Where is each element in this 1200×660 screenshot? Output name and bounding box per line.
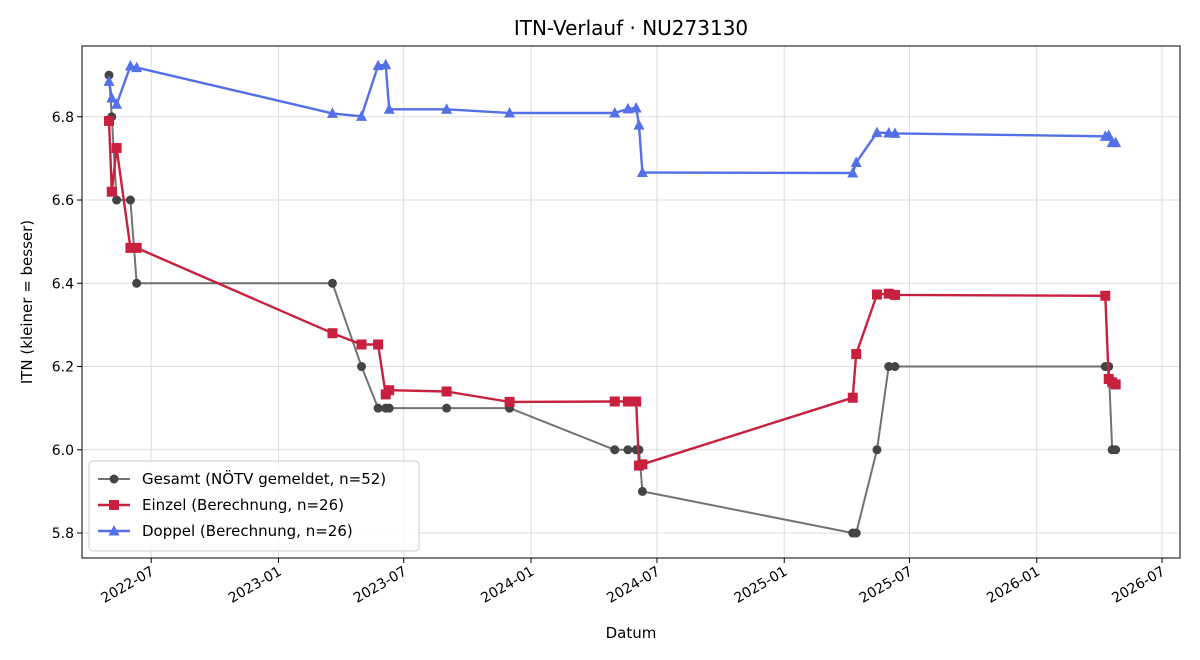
series-gesamt [104,70,1121,538]
series-group [103,58,1122,538]
data-point-einzel [111,142,122,153]
data-point-doppel [131,61,143,73]
data-point-gesamt [623,445,633,455]
y-tick-label: 6.6 [52,193,74,209]
data-point-doppel [1110,136,1122,148]
data-point-doppel [1103,129,1115,140]
data-point-einzel [889,289,900,300]
data-point-gesamt [373,403,383,413]
data-point-einzel [631,396,642,407]
gridlines [82,46,1180,558]
legend-box [88,460,420,552]
x-axis-label: Datum [606,624,657,642]
data-point-doppel [630,102,642,113]
data-point-doppel [871,126,883,138]
data-point-einzel [504,396,515,407]
data-point-gesamt [125,195,135,205]
data-point-einzel [609,396,620,407]
data-point-einzel [373,339,384,350]
data-point-doppel [356,110,368,121]
data-point-einzel [356,339,367,350]
data-point-einzel [131,242,142,253]
data-point-einzel [384,385,395,396]
data-point-einzel [1100,290,1111,301]
data-point-einzel [883,288,894,299]
y-tick-label: 5.8 [52,526,74,542]
series-einzel [103,115,1121,471]
legend-marker-einzel [109,500,119,510]
data-point-doppel [504,107,516,118]
data-point-doppel [889,127,901,138]
data-point-doppel [111,98,123,109]
data-point-gesamt [327,278,337,288]
data-point-einzel [847,392,858,403]
data-point-doppel [633,119,645,130]
data-point-doppel [636,166,648,178]
y-axis-label: ITN (kleiner = besser) [18,220,36,384]
data-point-gesamt [112,195,122,205]
data-point-doppel [622,102,634,114]
data-point-doppel [106,92,118,103]
data-point-gesamt [132,278,142,288]
data-point-einzel [851,349,862,360]
data-point-doppel [372,59,384,71]
legend-marker-doppel [108,525,120,536]
plot-frame [81,45,1181,559]
data-point-gesamt [384,403,394,413]
data-point-gesamt [851,528,861,538]
y-tick-label: 6.8 [52,110,74,126]
data-point-gesamt [357,362,367,372]
data-point-einzel [106,186,117,197]
data-point-einzel [441,386,452,397]
data-point-einzel [1110,379,1121,390]
data-point-doppel [383,103,395,114]
data-point-gesamt [104,70,114,80]
data-point-gesamt [884,362,894,372]
series-doppel [103,58,1122,178]
data-point-doppel [326,107,338,118]
legend-label-doppel: Doppel (Berechnung, n=26) [142,522,353,540]
data-point-doppel [380,58,392,70]
data-point-gesamt [872,445,882,455]
data-point-doppel [103,75,115,86]
y-tick-label: 6.2 [52,360,74,376]
data-point-einzel [622,396,633,407]
legend-label-einzel: Einzel (Berechnung, n=26) [142,496,344,514]
data-point-gesamt [442,403,452,413]
data-point-einzel [871,289,882,300]
data-point-doppel [124,59,136,71]
data-point-gesamt [890,362,900,372]
data-point-einzel [637,459,648,470]
data-point-gesamt [610,445,620,455]
data-point-gesamt [637,486,647,496]
data-point-doppel [441,103,453,114]
data-point-einzel [125,242,136,253]
legend: Gesamt (NÖTV gemeldet, n=52) Einzel (Bere… [88,460,420,552]
y-tick-label: 6.4 [52,276,74,292]
legend-marker-gesamt [109,474,119,484]
data-point-doppel [847,166,859,178]
legend-label-gesamt: Gesamt (NÖTV gemeldet, n=52) [142,469,386,488]
y-tick-label: 6.0 [52,443,74,459]
data-point-gesamt [1111,445,1121,455]
data-point-doppel [609,107,621,118]
data-point-einzel [327,328,338,339]
data-point-doppel [850,156,862,168]
chart-title: ITN-Verlauf · NU273130 [514,16,748,40]
data-point-einzel [103,115,114,126]
